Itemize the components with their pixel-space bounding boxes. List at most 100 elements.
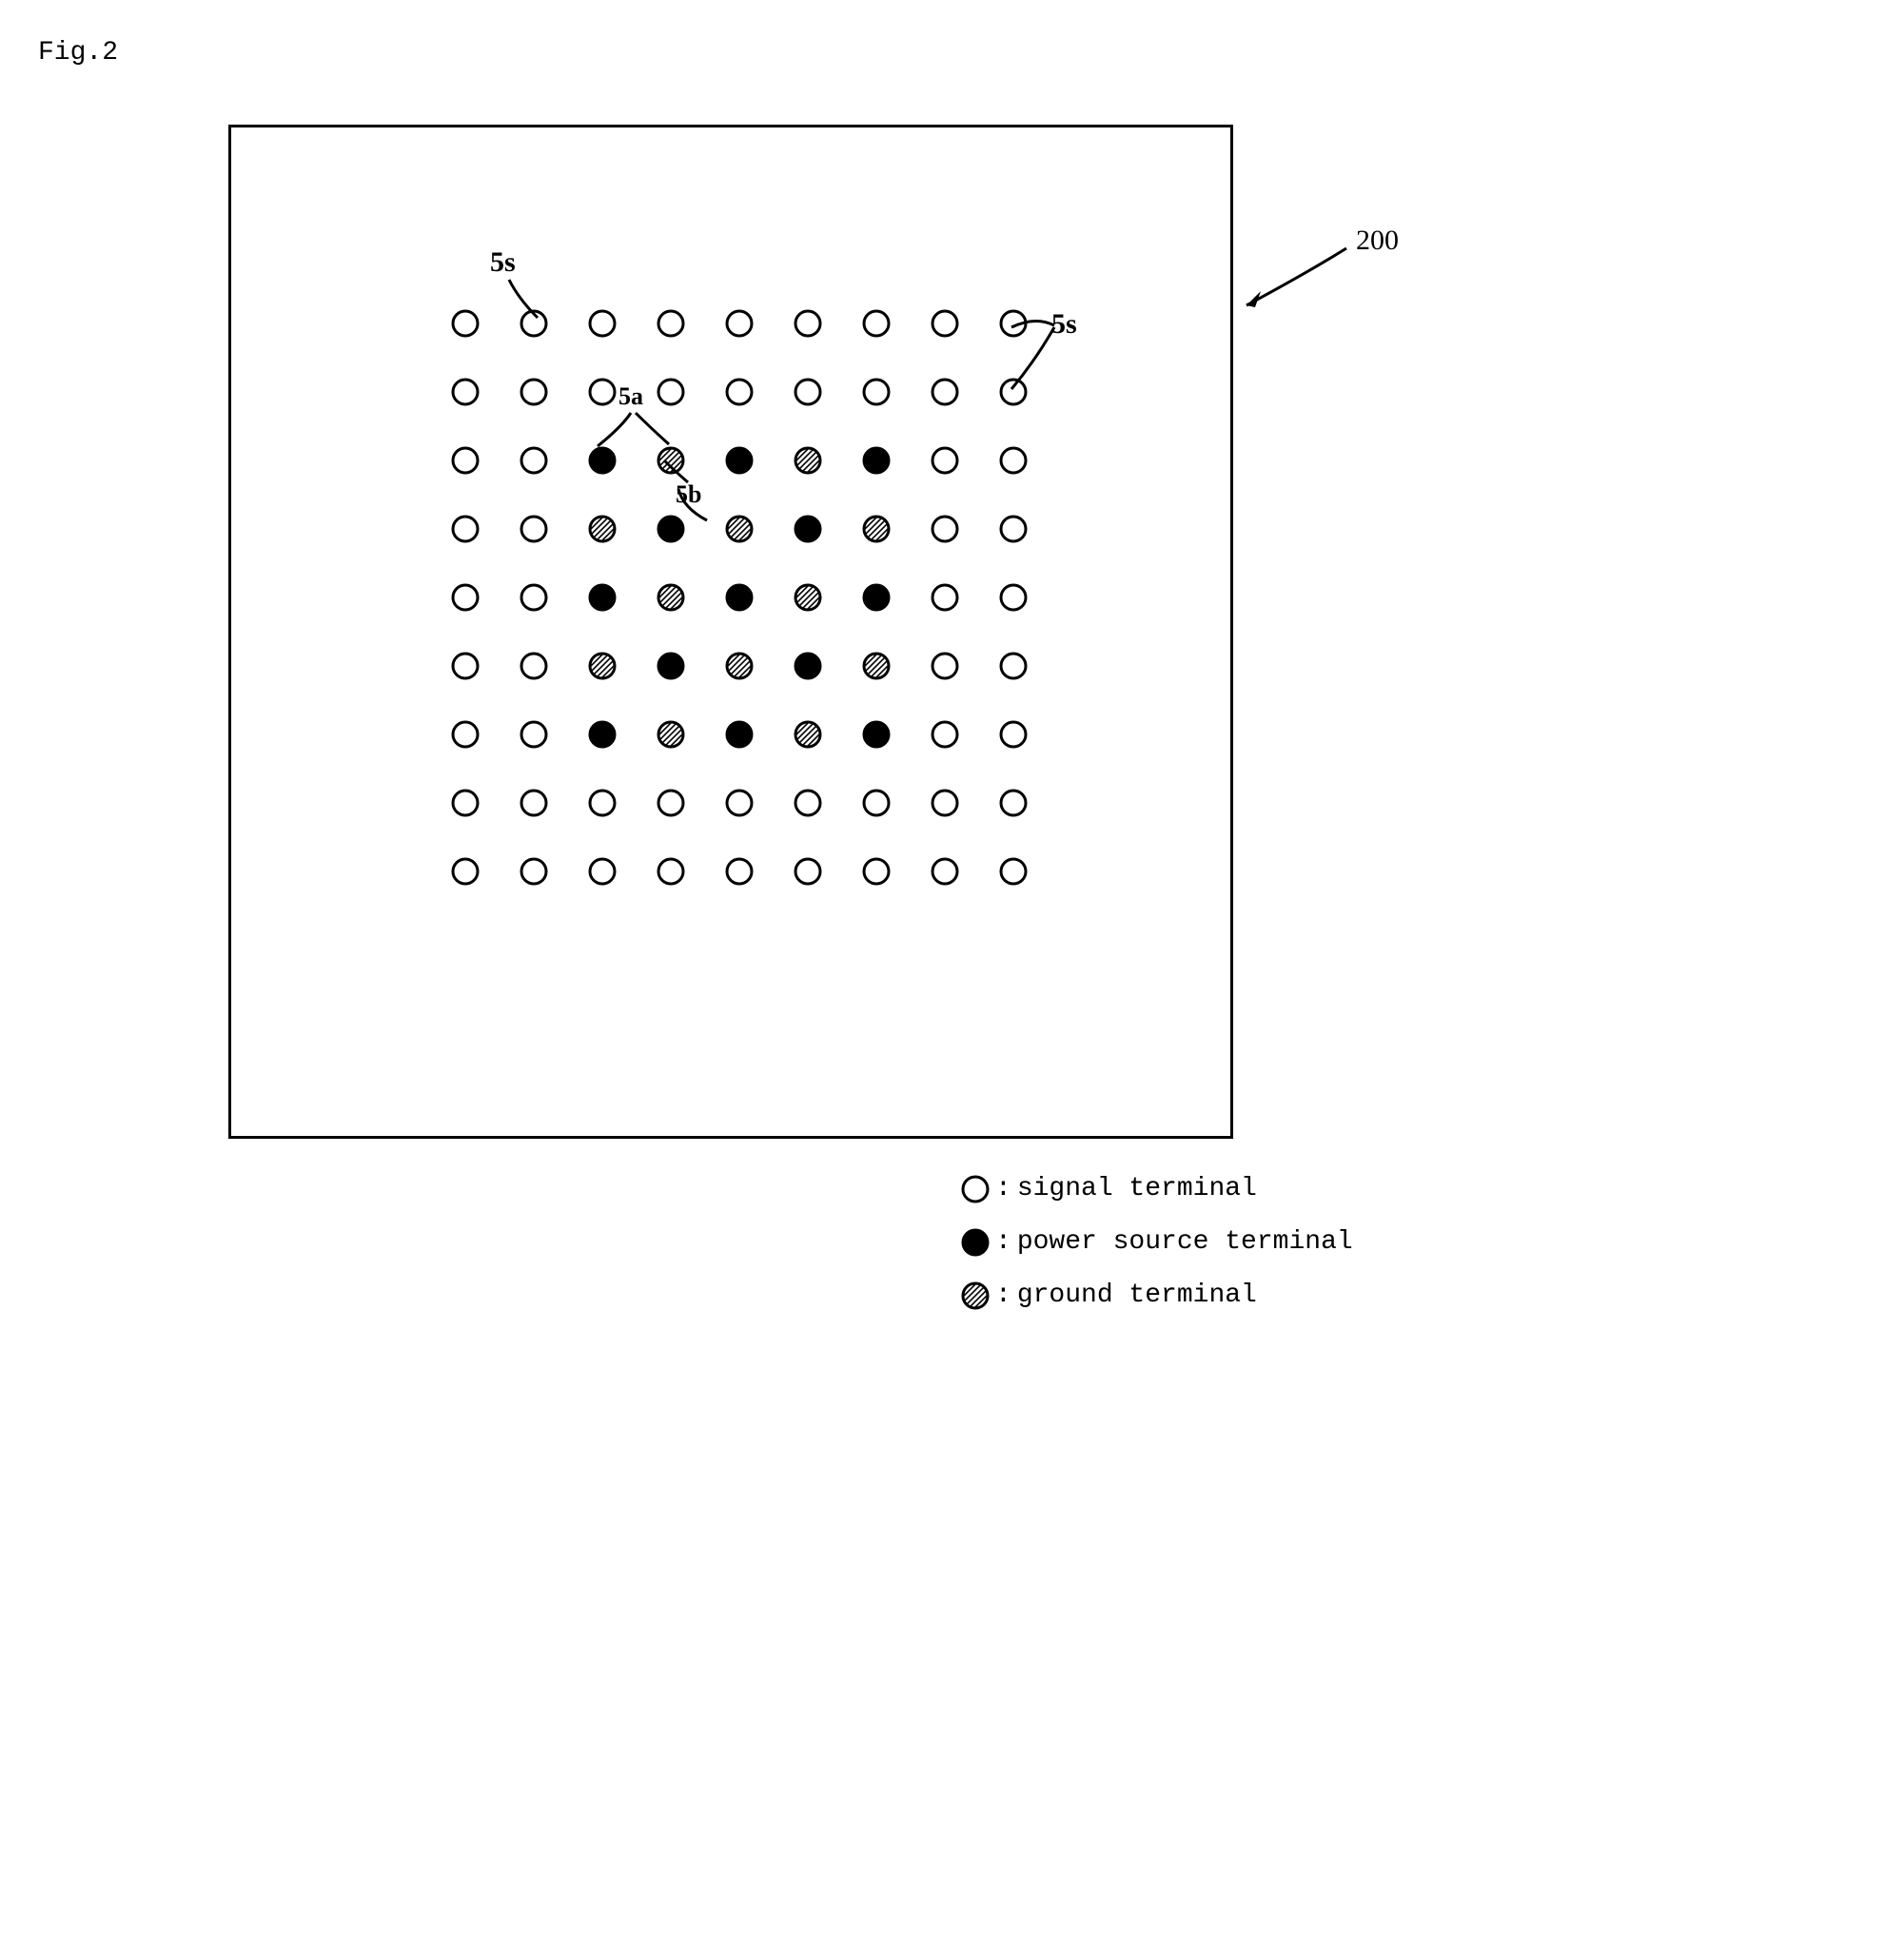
terminal-p bbox=[842, 426, 911, 495]
diagram-wrapper: 200 5s 5s 5a 5b :signal terminal:power bbox=[228, 125, 1560, 1322]
terminal-s bbox=[705, 769, 774, 837]
terminal-s bbox=[705, 289, 774, 358]
terminal-s bbox=[842, 837, 911, 906]
terminal-s bbox=[842, 289, 911, 358]
terminal-s bbox=[500, 563, 568, 632]
terminal-s bbox=[911, 289, 979, 358]
terminal-s bbox=[500, 289, 568, 358]
terminal-s bbox=[500, 700, 568, 769]
terminal-p bbox=[568, 700, 637, 769]
terminal-g bbox=[568, 632, 637, 700]
terminal-s bbox=[979, 563, 1048, 632]
terminal-g bbox=[842, 495, 911, 563]
legend-row-p: :power source terminal bbox=[961, 1216, 1560, 1269]
terminal-s bbox=[979, 632, 1048, 700]
legend: :signal terminal:power source terminal:g… bbox=[961, 1163, 1560, 1322]
terminal-s bbox=[979, 358, 1048, 426]
terminal-s bbox=[431, 426, 500, 495]
terminal-s bbox=[979, 495, 1048, 563]
terminal-p bbox=[774, 632, 842, 700]
terminal-g bbox=[774, 700, 842, 769]
terminal-p bbox=[568, 426, 637, 495]
terminal-p bbox=[705, 426, 774, 495]
terminal-s bbox=[774, 769, 842, 837]
terminal-g bbox=[774, 426, 842, 495]
terminal-s bbox=[431, 563, 500, 632]
terminal-s bbox=[431, 289, 500, 358]
terminal-p bbox=[842, 563, 911, 632]
terminal-s bbox=[842, 358, 911, 426]
terminal-p bbox=[637, 632, 705, 700]
terminal-g bbox=[637, 563, 705, 632]
callout-5s-right: 5s bbox=[1051, 308, 1077, 341]
package-ref-label: 200 bbox=[1356, 225, 1399, 257]
terminal-s bbox=[637, 289, 705, 358]
legend-colon: : bbox=[995, 1163, 1011, 1216]
terminal-s bbox=[774, 358, 842, 426]
terminal-s bbox=[431, 837, 500, 906]
terminal-s bbox=[979, 837, 1048, 906]
terminal-s bbox=[911, 632, 979, 700]
terminal-s bbox=[911, 563, 979, 632]
terminal-p bbox=[705, 563, 774, 632]
terminal-s bbox=[979, 769, 1048, 837]
terminal-g bbox=[842, 632, 911, 700]
legend-s-icon bbox=[961, 1175, 990, 1203]
terminal-s bbox=[500, 632, 568, 700]
terminal-s bbox=[637, 358, 705, 426]
terminal-g bbox=[774, 563, 842, 632]
package-ref-arrow-icon bbox=[1232, 239, 1365, 315]
legend-label: ground terminal bbox=[1017, 1269, 1257, 1322]
package-outline: 5s 5s 5a 5b bbox=[228, 125, 1233, 1139]
terminal-s bbox=[979, 700, 1048, 769]
terminal-g bbox=[705, 495, 774, 563]
terminal-g bbox=[637, 426, 705, 495]
terminal-s bbox=[911, 495, 979, 563]
terminal-s bbox=[500, 426, 568, 495]
terminal-grid bbox=[431, 289, 1048, 906]
terminal-p bbox=[842, 700, 911, 769]
terminal-s bbox=[979, 289, 1048, 358]
terminal-s bbox=[705, 837, 774, 906]
legend-colon: : bbox=[995, 1269, 1011, 1322]
terminal-g bbox=[568, 495, 637, 563]
legend-label: signal terminal bbox=[1017, 1163, 1257, 1216]
terminal-s bbox=[500, 837, 568, 906]
terminal-s bbox=[911, 837, 979, 906]
legend-row-g: :ground terminal bbox=[961, 1269, 1560, 1322]
terminal-s bbox=[568, 358, 637, 426]
terminal-s bbox=[842, 769, 911, 837]
terminal-s bbox=[637, 837, 705, 906]
terminal-s bbox=[911, 700, 979, 769]
terminal-s bbox=[979, 426, 1048, 495]
callout-5s-left: 5s bbox=[490, 246, 516, 279]
terminal-s bbox=[568, 289, 637, 358]
terminal-s bbox=[774, 837, 842, 906]
terminal-s bbox=[774, 289, 842, 358]
figure-label: Fig.2 bbox=[38, 38, 1866, 68]
terminal-s bbox=[500, 358, 568, 426]
terminal-s bbox=[705, 358, 774, 426]
terminal-s bbox=[500, 495, 568, 563]
terminal-g bbox=[637, 700, 705, 769]
terminal-s bbox=[431, 769, 500, 837]
terminal-s bbox=[911, 358, 979, 426]
terminal-s bbox=[911, 426, 979, 495]
terminal-s bbox=[431, 700, 500, 769]
legend-p-icon bbox=[961, 1228, 990, 1257]
terminal-s bbox=[431, 632, 500, 700]
legend-g-icon bbox=[961, 1281, 990, 1310]
terminal-s bbox=[568, 837, 637, 906]
terminal-p bbox=[705, 700, 774, 769]
terminal-s bbox=[637, 769, 705, 837]
terminal-s bbox=[568, 769, 637, 837]
terminal-g bbox=[705, 632, 774, 700]
terminal-p bbox=[568, 563, 637, 632]
legend-row-s: :signal terminal bbox=[961, 1163, 1560, 1216]
terminal-s bbox=[911, 769, 979, 837]
legend-colon: : bbox=[995, 1216, 1011, 1269]
terminal-s bbox=[431, 358, 500, 426]
terminal-s bbox=[500, 769, 568, 837]
terminal-p bbox=[774, 495, 842, 563]
legend-label: power source terminal bbox=[1017, 1216, 1353, 1269]
